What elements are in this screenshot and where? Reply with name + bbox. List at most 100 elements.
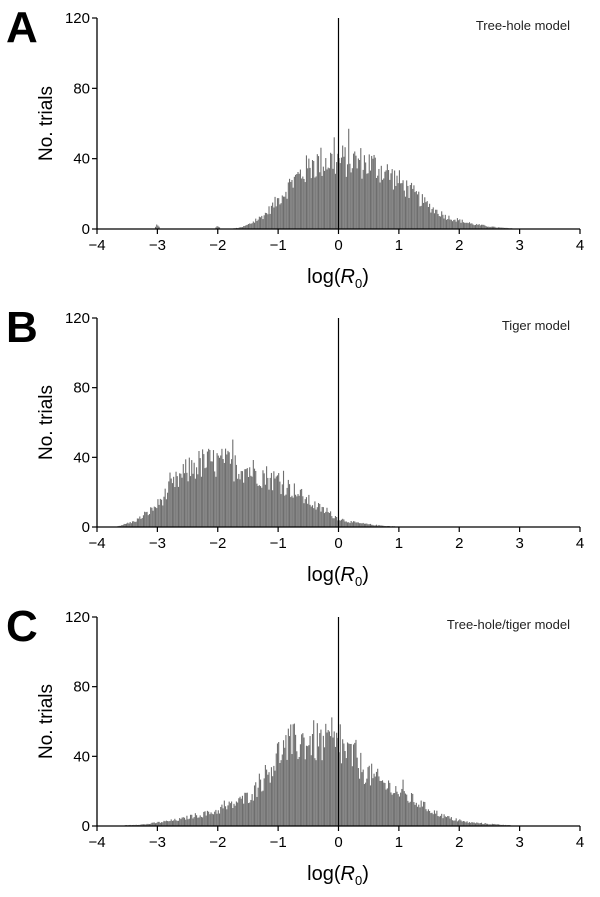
histogram-bar	[449, 818, 451, 826]
histogram-bar	[237, 802, 239, 826]
histogram-bar	[330, 736, 332, 826]
histogram-bar	[351, 522, 353, 527]
histogram-bar	[267, 774, 269, 826]
histogram-bar	[228, 801, 230, 826]
histogram-bar	[208, 811, 210, 826]
histogram-bar	[274, 196, 276, 229]
histogram-bar	[424, 197, 426, 229]
histogram-bar	[313, 720, 315, 826]
histogram-bar	[461, 821, 463, 826]
x-axis-label: log(R0)	[307, 564, 369, 589]
histogram-bar	[471, 223, 473, 229]
histogram-bar	[287, 728, 289, 826]
panel-label: C	[6, 602, 38, 651]
histogram-bar	[500, 227, 502, 229]
histogram-bar	[322, 507, 324, 527]
histogram-bar	[238, 473, 240, 527]
histogram-bar	[233, 803, 235, 826]
histogram-bar	[374, 525, 376, 527]
chart-panel-a: A Tree-hole model 0 40 80 120 −4 −3 −2 −1 0 1 2 3 4 No.…	[6, 3, 584, 291]
histogram-bar	[179, 818, 181, 826]
histogram-bar	[128, 523, 130, 527]
histogram-bar	[383, 178, 385, 229]
histogram-bar	[200, 476, 202, 527]
histogram-bar	[214, 811, 216, 826]
histogram-bar	[252, 800, 254, 826]
histogram-bar	[455, 818, 457, 826]
histogram-bar	[470, 822, 472, 826]
histogram-bar	[168, 821, 170, 826]
histogram-bar	[344, 751, 346, 826]
histogram-bar	[337, 737, 339, 826]
histogram-bar	[431, 812, 433, 826]
histogram-bar	[270, 767, 272, 826]
histogram-bar	[189, 814, 192, 826]
histogram-bar	[356, 168, 358, 229]
histogram-bar	[244, 225, 246, 229]
histogram-bar	[301, 488, 303, 527]
histogram-bar	[194, 478, 196, 527]
histogram-bar	[246, 792, 248, 826]
chart-title: Tree-hole model	[476, 18, 570, 33]
histogram-bar	[365, 782, 367, 826]
histogram-bar	[337, 153, 339, 229]
histogram-bar	[299, 169, 301, 229]
histogram-bar	[185, 819, 187, 826]
histogram-bar	[293, 723, 295, 826]
histogram-bar	[267, 477, 269, 527]
histogram-bar	[127, 522, 129, 527]
histogram-bar	[483, 823, 485, 826]
histogram-bar	[423, 801, 425, 826]
y-axis-label: No. trials	[36, 385, 57, 460]
histogram-bar	[234, 805, 236, 826]
x-axis-label-part: )	[362, 863, 369, 885]
histogram-bar	[280, 494, 282, 527]
histogram-bar	[311, 160, 314, 229]
histogram-bar	[250, 223, 252, 229]
histogram-bar	[452, 820, 454, 826]
histogram-bar	[307, 168, 309, 229]
histogram-bar	[398, 796, 400, 826]
histogram-bar	[169, 821, 171, 826]
histogram-bar	[398, 170, 400, 229]
histogram-bar	[229, 463, 231, 527]
histogram-bar	[425, 809, 427, 826]
histogram-bar	[154, 823, 157, 826]
histogram-bar	[302, 176, 304, 229]
histogram-bar	[467, 822, 469, 826]
histogram-bar	[489, 824, 491, 826]
histogram-bar	[404, 793, 407, 826]
histogram-bar	[368, 765, 370, 826]
histogram-bar	[343, 743, 345, 826]
histogram-bar	[333, 731, 335, 826]
histogram-bar	[404, 196, 407, 229]
histogram-bar	[470, 223, 472, 229]
x-tick-label: −1	[270, 237, 287, 254]
histogram-bar	[363, 523, 365, 527]
histogram-bar	[141, 824, 143, 826]
histogram-bar	[245, 792, 247, 826]
histogram-bar	[369, 523, 372, 527]
histogram-bar	[466, 222, 468, 229]
histogram-bar	[223, 800, 225, 826]
histogram-bar	[290, 181, 292, 229]
histogram-bar	[408, 802, 410, 826]
histogram-bar	[395, 185, 397, 229]
histogram-bar	[390, 792, 392, 826]
histogram-bar	[366, 778, 368, 826]
histogram-bars	[124, 717, 512, 826]
histogram-bar	[453, 820, 455, 826]
x-axis-label-subscript: 0	[355, 873, 362, 888]
histogram-bar	[371, 155, 373, 229]
histogram-bar	[360, 752, 362, 826]
histogram-bar	[266, 466, 268, 527]
histogram-bar	[298, 173, 300, 229]
histogram-bar	[199, 458, 201, 527]
histogram-bar	[188, 457, 190, 527]
histogram-bar	[245, 225, 247, 229]
histogram-bar	[324, 170, 326, 229]
histogram-bar	[153, 822, 155, 826]
histogram-bar	[217, 455, 219, 527]
histogram-bar	[438, 816, 440, 826]
y-tick-label: 120	[65, 609, 90, 626]
